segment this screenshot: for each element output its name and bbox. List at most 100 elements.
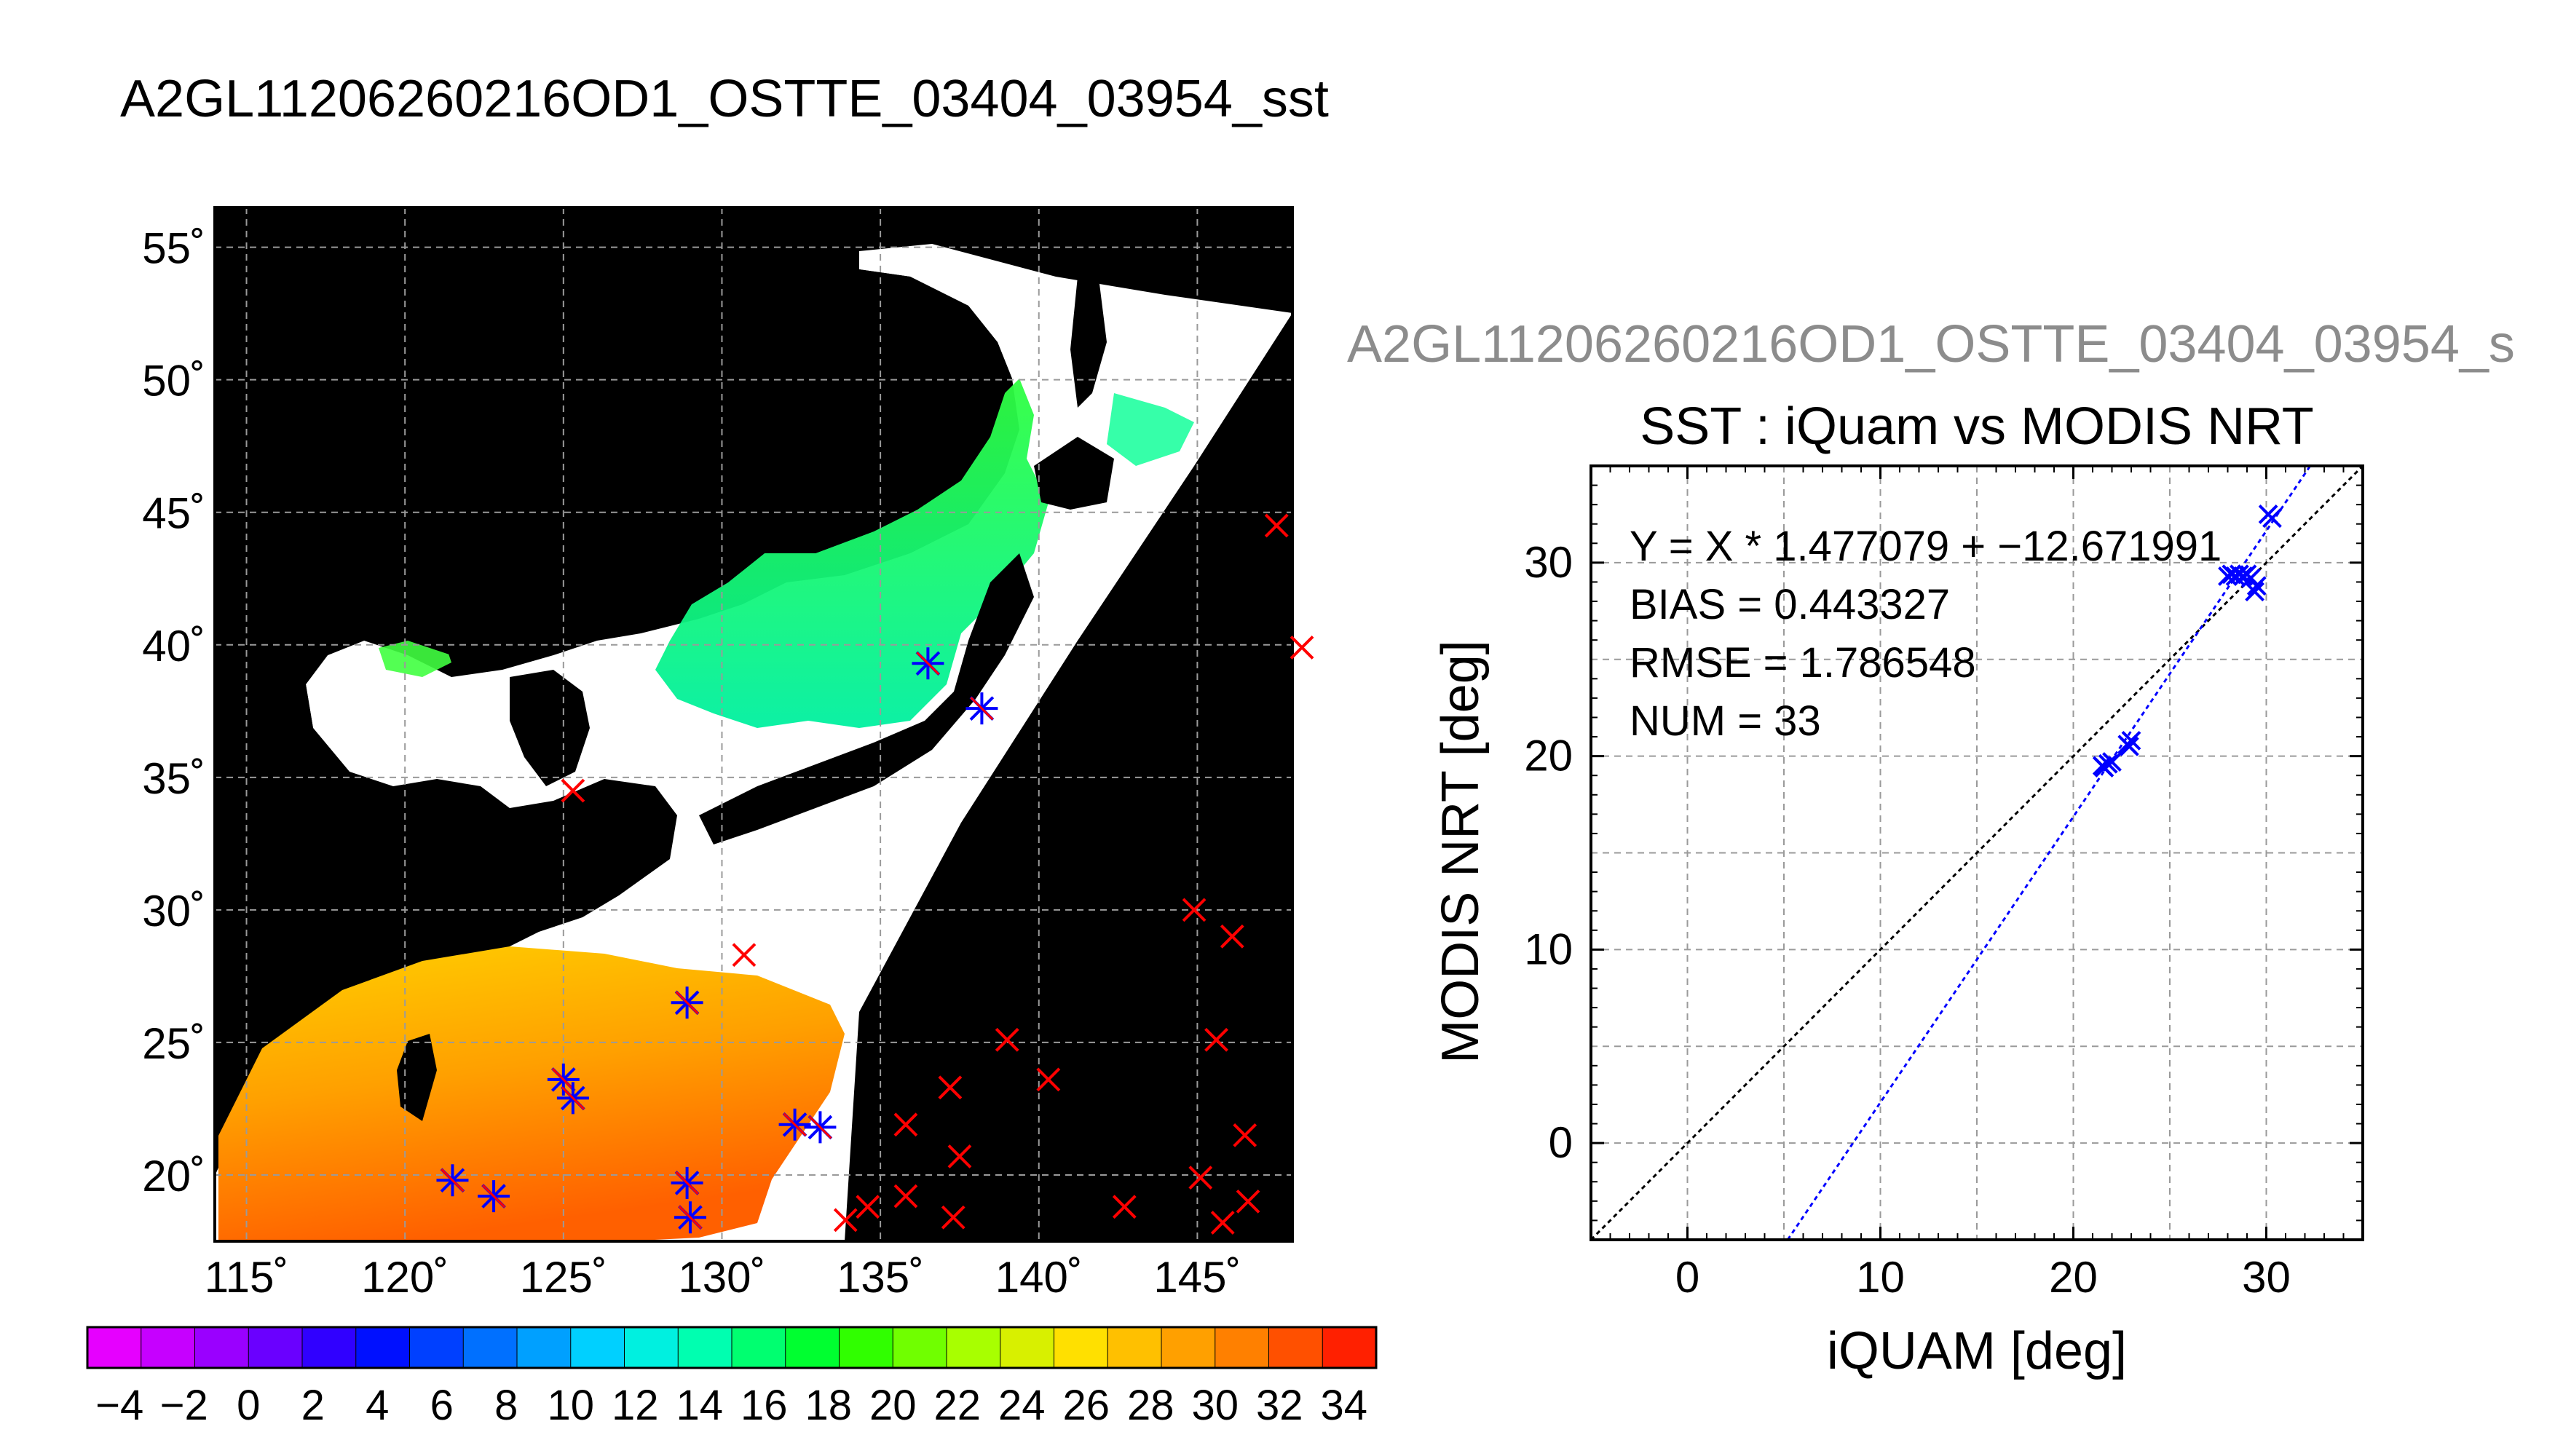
red-x-marker (893, 1184, 918, 1208)
colorbar-cell (87, 1326, 142, 1369)
scatter-points (2092, 505, 2282, 778)
colorbar-tick-label: 12 (612, 1382, 659, 1429)
colorbar-tick-labels: −4 −2 0 2 4 6 8 10 12 14 16 18 20 22 24 26 28 30 32 34 (95, 1382, 1367, 1429)
red-x-marker (1188, 1166, 1213, 1190)
sst-colorbar: −4 −2 0 2 4 6 8 10 12 14 16 18 20 22 24 26 28 30 32 34 (86, 1326, 1378, 1429)
colorbar-cell (1107, 1326, 1162, 1369)
scatter-stats-box: Y = X * 1.477079 + −12.671991 BIAS = 0.44… (1630, 523, 2222, 745)
colorbar-cell (248, 1326, 303, 1369)
scatter-point (2245, 582, 2265, 602)
red-x-marker (947, 1144, 972, 1168)
longitude-tick-label: 120˚ (361, 1253, 449, 1302)
scatter-plot-panel: SST : iQuam vs MODIS NRT 0 10 20 300102030 … (1431, 397, 2364, 1380)
map-longitude-labels: 115˚ 120˚ 125˚ 130˚ 135˚ 140˚ 145˚ (205, 1253, 1241, 1302)
scatter-point (2102, 752, 2122, 772)
blue-asterisk-marker (671, 1166, 703, 1199)
colorbar-tick-label: 6 (430, 1382, 454, 1429)
colorbar-cell (1000, 1326, 1055, 1369)
colorbar-tick-label: 28 (1127, 1382, 1174, 1429)
colorbar-cell (516, 1326, 572, 1369)
colorbar-tick-label: 10 (547, 1382, 594, 1429)
red-x-marker (1210, 1211, 1235, 1235)
colorbar-tick-label: 24 (998, 1382, 1046, 1429)
scatter-title: SST : iQuam vs MODIS NRT (1640, 397, 2314, 456)
longitude-tick-label: 135˚ (837, 1253, 924, 1302)
blue-asterisk-marker (556, 1082, 589, 1115)
scatter-stat-line: RMSE = 1.786548 (1630, 639, 1976, 687)
scatter-y-tick-label: 30 (1524, 538, 1573, 587)
red-x-marker (1236, 1189, 1260, 1214)
scatter-x-tick-label: 20 (2049, 1253, 2098, 1302)
red-x-marker (995, 1027, 1019, 1052)
longitude-tick-label: 125˚ (520, 1253, 607, 1302)
red-x-marker (1182, 898, 1207, 922)
map-latitude-labels: 55˚ 50˚ 45˚ 40˚ 35˚ 30˚ 25˚ 20˚ (142, 224, 205, 1200)
scatter-stat-line: Y = X * 1.477079 + −12.671991 (1630, 523, 2222, 570)
latitude-tick-label: 35˚ (142, 754, 205, 803)
taiwan (397, 1034, 437, 1121)
colorbar-tick-label: 14 (676, 1382, 723, 1429)
longitude-tick-label: 130˚ (678, 1253, 765, 1302)
scatter-x-tick-label: 0 (1675, 1253, 1699, 1302)
colorbar-tick-label: 8 (494, 1382, 518, 1429)
blue-asterisk-marker (674, 1201, 706, 1234)
longitude-tick-label: 145˚ (1153, 1253, 1241, 1302)
sakhalin (1070, 277, 1107, 408)
red-x-marker (833, 1208, 858, 1233)
colorbar-cell (409, 1326, 465, 1369)
latitude-tick-label: 55˚ (142, 224, 205, 273)
regression-fit-line (1786, 465, 2312, 1241)
scatter-x-tick-label: 30 (2242, 1253, 2291, 1302)
colorbar-cell (301, 1326, 357, 1369)
japan-hokkaido (1034, 437, 1114, 510)
page-title: A2GL11206260216OD1_OSTTE_03404_03954_sst (120, 70, 1329, 128)
scatter-x-tick-label: 10 (1856, 1253, 1905, 1302)
latitude-tick-label: 30˚ (142, 887, 205, 935)
colorbar-cell (570, 1326, 625, 1369)
latitude-tick-label: 25˚ (142, 1019, 205, 1068)
latitude-tick-label: 45˚ (142, 489, 205, 538)
blue-asterisk-marker (671, 986, 703, 1019)
scatter-ticks: 0 10 20 30 0 10 20 30 (1524, 466, 2363, 1302)
colorbar-cell (785, 1326, 840, 1369)
colorbar-tick-label: 34 (1320, 1382, 1367, 1429)
map-graticule (215, 207, 1292, 1241)
colorbar-tick-label: 32 (1256, 1382, 1303, 1429)
map-frame (213, 206, 1294, 1243)
red-x-marker (893, 1112, 918, 1137)
colorbar-tick-label: −2 (160, 1382, 208, 1429)
colorbar-cell (624, 1326, 679, 1369)
colorbar-cell (731, 1326, 786, 1369)
scatter-y-tick-label: 20 (1524, 732, 1573, 780)
korea-landmass (510, 670, 590, 786)
blue-asterisk-marker (965, 692, 998, 725)
colorbar-tick-label: 30 (1191, 1382, 1239, 1429)
colorbar-cells (87, 1326, 1377, 1369)
scatter-y-axis-label: MODIS NRT [deg] (1431, 640, 1490, 1064)
red-x-marker (732, 943, 757, 968)
colorbar-tick-label: 0 (237, 1382, 260, 1429)
blue-asterisk-marker (478, 1180, 510, 1213)
latitude-tick-label: 40˚ (142, 622, 205, 670)
red-x-marker (938, 1075, 963, 1100)
red-x-marker (1264, 513, 1289, 538)
blue-asterisk-marker (778, 1108, 811, 1141)
colorbar-cell (1215, 1326, 1270, 1369)
colorbar-cell (892, 1326, 947, 1369)
red-x-marker (1036, 1067, 1061, 1092)
latitude-tick-label: 50˚ (142, 357, 205, 405)
asian-mainland (215, 207, 1012, 1077)
colorbar-cell (1054, 1326, 1109, 1369)
identity-line (1590, 464, 2364, 1241)
colorbar-cell (355, 1326, 411, 1369)
colorbar-cell (462, 1326, 518, 1369)
sst-bohai (379, 641, 451, 677)
sst-sea-of-japan (655, 379, 1049, 728)
scatter-frame (1590, 464, 2364, 1241)
scatter-y-tick-label: 10 (1524, 925, 1573, 973)
colorbar-cell (1322, 1326, 1377, 1369)
blue-asterisk-marker (436, 1164, 469, 1197)
scatter-reference-lines (1590, 464, 2364, 1241)
colorbar-tick-label: 4 (366, 1382, 389, 1429)
